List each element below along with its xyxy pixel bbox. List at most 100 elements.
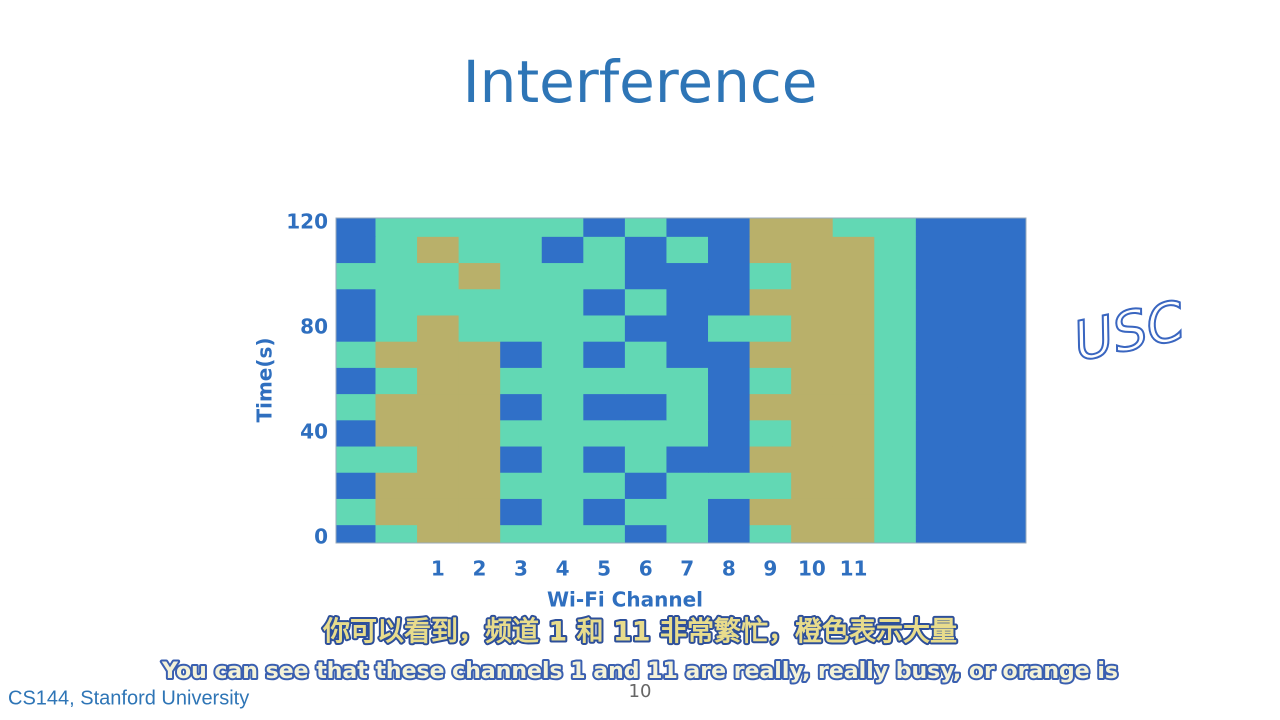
heatmap-cell: [541, 288, 584, 316]
heatmap-cell: [874, 419, 917, 447]
heatmap-cell: [957, 262, 1000, 290]
heatmap-cell: [417, 288, 460, 316]
heatmap-cell: [998, 314, 1026, 342]
heatmap-cell: [749, 498, 792, 526]
heatmap-cell: [624, 419, 667, 447]
heatmap-cell: [749, 419, 792, 447]
heatmap-cell: [541, 419, 584, 447]
heatmap-cell: [957, 218, 1000, 237]
heatmap-cell: [458, 314, 501, 342]
x-tick-label: 8: [722, 557, 736, 581]
heatmap-cell: [541, 262, 584, 290]
heatmap-cell: [666, 498, 709, 526]
heatmap-cell: [458, 419, 501, 447]
heatmap-cell: [417, 341, 460, 368]
heatmap-cell: [375, 314, 418, 342]
heatmap-cell: [624, 393, 667, 421]
heatmap-cell: [957, 236, 1000, 264]
heatmap-cell: [541, 314, 584, 342]
x-tick-label: 3: [514, 557, 528, 581]
heatmap-cell: [666, 314, 709, 342]
heatmap-cell: [417, 367, 460, 395]
heatmap-cell: [998, 498, 1026, 526]
handwritten-note: USC: [1068, 289, 1190, 374]
heatmap-cell: [915, 288, 958, 316]
heatmap-cell: [541, 446, 584, 473]
page-number: 10: [629, 681, 652, 702]
heatmap-cell: [500, 472, 543, 499]
heatmap-cell: [998, 393, 1026, 421]
heatmap-cell: [708, 498, 751, 526]
heatmap-cell: [791, 218, 834, 237]
heatmap-cell: [749, 367, 792, 395]
heatmap-cell: [583, 262, 626, 290]
heatmap-cell: [998, 367, 1026, 395]
y-tick-label: 40: [300, 419, 328, 443]
heatmap-cell: [624, 314, 667, 342]
heatmap-cell: [336, 262, 376, 290]
heatmap-cell: [666, 524, 709, 543]
heatmap-cell: [417, 314, 460, 342]
heatmap-cell: [458, 236, 501, 264]
heatmap-cell: [500, 393, 543, 421]
x-axis-label: Wi-Fi Channel: [547, 588, 703, 612]
heatmap-cell: [708, 314, 751, 342]
slide-title: Interference: [463, 48, 818, 116]
heatmap-cell: [791, 367, 834, 395]
x-tick-label: 5: [597, 557, 611, 581]
heatmap-cell: [666, 393, 709, 421]
heatmap-cell: [583, 472, 626, 499]
heatmap-cell: [791, 393, 834, 421]
heatmap-cell: [500, 446, 543, 473]
heatmap-cell: [915, 446, 958, 473]
heatmap-cell: [998, 288, 1026, 316]
heatmap-cell: [915, 341, 958, 368]
heatmap-cell: [874, 446, 917, 473]
heatmap-cell: [832, 341, 875, 368]
heatmap-cell: [957, 341, 1000, 368]
heatmap-cell: [832, 262, 875, 290]
heatmap-cell: [624, 341, 667, 368]
heatmap-cell: [749, 218, 792, 237]
heatmap-cell: [458, 262, 501, 290]
heatmap-cell: [458, 524, 501, 543]
heatmap-cell: [915, 218, 958, 237]
heatmap-cell: [915, 498, 958, 526]
heatmap-cell: [336, 236, 376, 264]
heatmap-cell: [874, 314, 917, 342]
heatmap-cell: [791, 446, 834, 473]
heatmap-cell: [998, 472, 1026, 499]
heatmap-cell: [541, 218, 584, 237]
heatmap-cell: [791, 236, 834, 264]
heatmap-cell: [500, 288, 543, 316]
heatmap-cell: [336, 218, 376, 237]
subtitle-en: You can see that these channels 1 and 11…: [161, 659, 1118, 684]
heatmap-cell: [583, 236, 626, 264]
heatmap-cell: [915, 524, 958, 543]
heatmap-cell: [708, 367, 751, 395]
heatmap-cell: [541, 236, 584, 264]
x-tick-label: 6: [639, 557, 653, 581]
heatmap-cell: [417, 419, 460, 447]
heatmap-cell: [832, 288, 875, 316]
heatmap-cell: [417, 524, 460, 543]
y-tick-label: 0: [314, 524, 328, 548]
heatmap-cell: [624, 236, 667, 264]
heatmap-cell: [500, 367, 543, 395]
y-tick-label: 80: [300, 315, 328, 339]
heatmap-cell: [832, 218, 875, 237]
heatmap-cell: [832, 524, 875, 543]
heatmap-cell: [791, 524, 834, 543]
heatmap-cell: [666, 472, 709, 499]
heatmap-cell: [749, 341, 792, 368]
heatmap-cell: [874, 367, 917, 395]
heatmap-cell: [708, 288, 751, 316]
heatmap-cell: [375, 288, 418, 316]
heatmap-cell: [624, 288, 667, 316]
heatmap-cell: [417, 498, 460, 526]
heatmap-cell: [998, 524, 1026, 543]
heatmap-cell: [791, 288, 834, 316]
heatmap-cell: [915, 262, 958, 290]
heatmap-cell: [666, 341, 709, 368]
heatmap-cell: [624, 262, 667, 290]
